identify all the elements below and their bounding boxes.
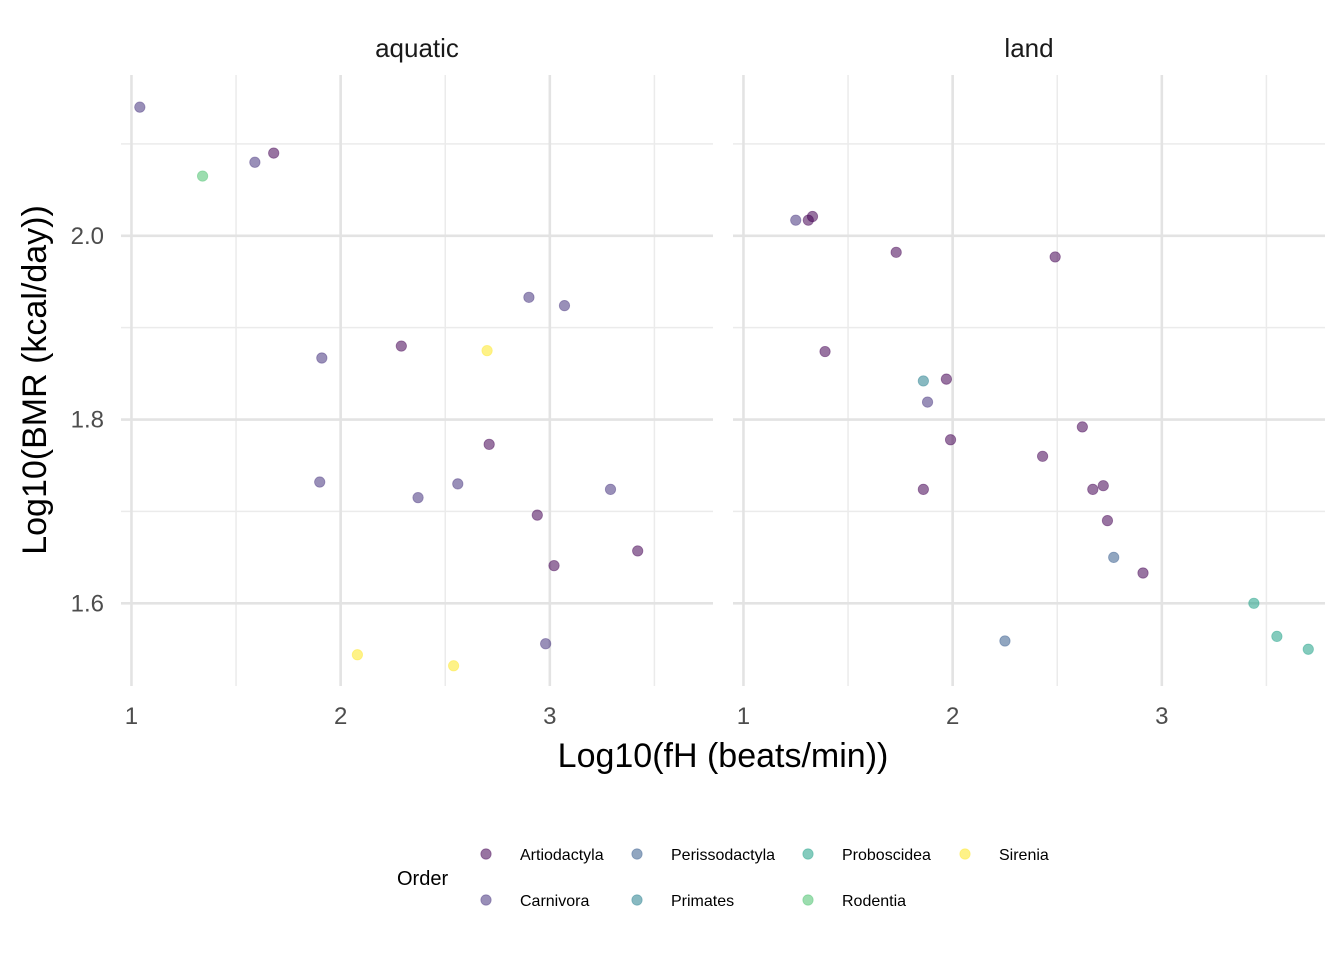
- legend-item-sirenia: Sirenia: [959, 847, 1049, 864]
- x-tick-label: 3: [1155, 703, 1168, 730]
- data-point-carnivora: [316, 352, 328, 364]
- data-point-artiodactyla: [1087, 483, 1099, 495]
- legend-item-primates: Primates: [631, 893, 734, 910]
- legend-label: Carnivora: [520, 893, 589, 910]
- data-point-sirenia: [351, 649, 363, 661]
- facet-label-aquatic: aquatic: [375, 33, 459, 63]
- legend-swatch: [802, 848, 814, 860]
- x-tick-label: 2: [946, 703, 959, 730]
- y-axis-ticks: 1.6 1.8 2.0: [71, 223, 104, 618]
- data-point-artiodactyla: [1097, 480, 1109, 492]
- data-point-carnivora: [523, 291, 535, 303]
- data-point-artiodactyla: [819, 345, 831, 358]
- data-point-proboscidea: [1248, 597, 1260, 609]
- legend-item-artiodactyla: Artiodactyla: [480, 847, 604, 864]
- data-point-artiodactyla: [944, 434, 957, 446]
- data-point-artiodactyla: [1137, 567, 1149, 579]
- facet-panel-aquatic: aquatic 1 2 3: [121, 33, 713, 730]
- data-point-sirenia: [481, 345, 493, 357]
- legend: Order Artiodactyla Carnivora Perissodactyl…: [397, 847, 1049, 910]
- legend-swatch: [631, 848, 643, 860]
- x-axis-title: Log10(fH (beats/min)): [558, 737, 889, 775]
- data-point-artiodactyla: [890, 246, 902, 258]
- legend-label: Perissodactyla: [671, 847, 775, 864]
- data-point-carnivora: [558, 300, 571, 312]
- legend-swatch: [802, 894, 814, 906]
- data-point-artiodactyla: [1076, 421, 1088, 433]
- data-point-artiodactyla: [917, 483, 929, 495]
- data-point-artiodactyla: [940, 373, 952, 385]
- data-point-rodentia: [196, 170, 209, 182]
- data-point-artiodactyla: [531, 509, 543, 521]
- facet-label-land: land: [1004, 33, 1053, 63]
- data-point-proboscidea: [1271, 630, 1283, 642]
- legend-item-rodentia: Rodentia: [802, 893, 906, 910]
- data-point-artiodactyla: [548, 560, 560, 572]
- x-tick-label: 3: [543, 703, 556, 730]
- legend-item-perissodactyla: Perissodactyla: [631, 847, 775, 864]
- legend-item-proboscidea: Proboscidea: [802, 847, 931, 864]
- data-point-proboscidea: [1302, 643, 1314, 655]
- data-point-perissodactyla: [1108, 551, 1120, 563]
- y-axis-title: Log10(BMR (kcal/day)): [16, 205, 54, 555]
- data-point-carnivora: [790, 214, 802, 226]
- legend-label: Primates: [671, 893, 734, 910]
- facet-panel-land: land 1 2 3: [733, 33, 1325, 730]
- data-point-sirenia: [448, 660, 460, 672]
- x-tick-label: 1: [125, 703, 138, 730]
- data-point-perissodactyla: [999, 635, 1011, 647]
- legend-label: Artiodactyla: [520, 847, 604, 864]
- legend-swatch: [480, 894, 492, 906]
- x-tick-label: 1: [737, 703, 750, 730]
- y-tick-label: 1.8: [71, 407, 104, 434]
- data-point-carnivora: [134, 101, 146, 113]
- y-tick-label: 2.0: [71, 223, 104, 250]
- data-point-artiodactyla: [806, 210, 819, 223]
- data-point-carnivora: [921, 396, 934, 408]
- legend-title: Order: [397, 868, 448, 890]
- legend-label: Proboscidea: [842, 847, 931, 864]
- legend-label: Rodentia: [842, 893, 906, 910]
- data-point-artiodactyla: [483, 438, 495, 450]
- x-tick-label: 2: [334, 703, 347, 730]
- data-point-artiodactyla: [1036, 450, 1049, 462]
- legend-swatch: [631, 894, 643, 906]
- legend-swatch: [480, 848, 492, 860]
- data-point-artiodactyla: [632, 545, 644, 557]
- data-point-carnivora: [314, 476, 326, 488]
- data-point-carnivora: [540, 638, 552, 650]
- data-point-artiodactyla: [268, 147, 280, 159]
- legend-swatch: [959, 848, 971, 860]
- data-point-carnivora: [249, 156, 261, 168]
- data-point-carnivora: [412, 492, 424, 504]
- legend-label: Sirenia: [999, 847, 1049, 864]
- data-point-primates: [917, 375, 929, 387]
- legend-item-carnivora: Carnivora: [480, 893, 589, 910]
- data-point-artiodactyla: [1101, 515, 1114, 527]
- data-point-artiodactyla: [395, 340, 407, 352]
- y-tick-label: 1.6: [71, 590, 104, 617]
- facet-panels: aquatic 1 2 3 land 1 2 3: [121, 33, 1325, 730]
- data-point-artiodactyla: [1049, 251, 1061, 263]
- data-point-carnivora: [452, 478, 464, 490]
- data-point-carnivora: [604, 483, 617, 495]
